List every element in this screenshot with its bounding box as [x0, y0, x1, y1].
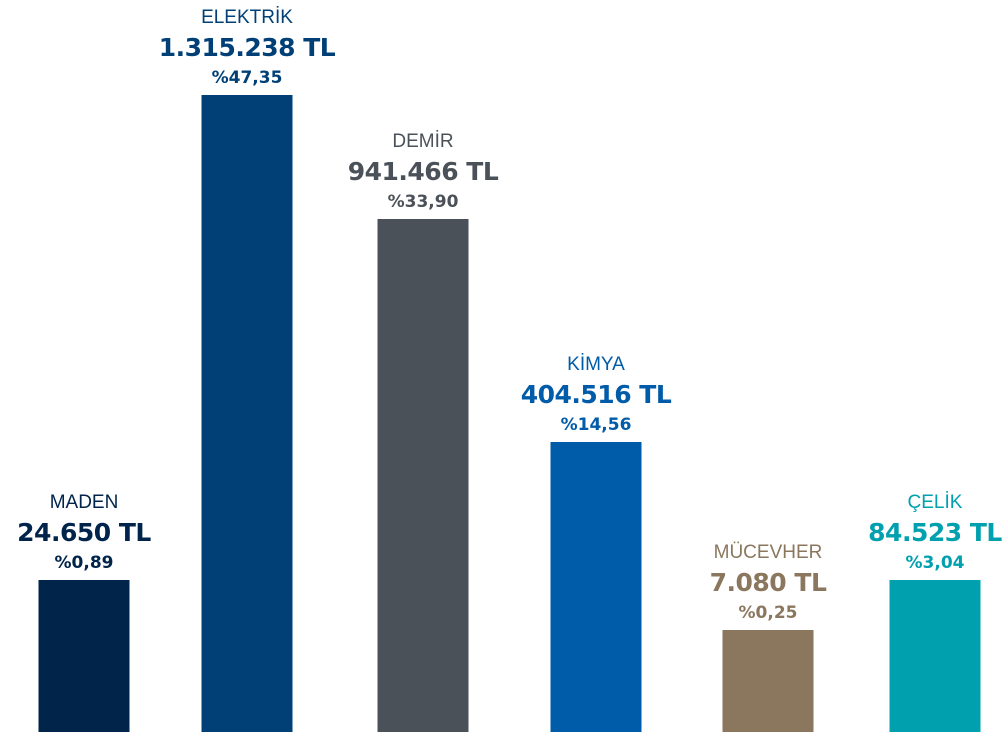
value-label: 1.315.238 TL [159, 33, 336, 62]
value-label: 7.080 TL [710, 568, 827, 597]
percent-label: %33,90 [388, 192, 459, 212]
percent-label: %0,89 [55, 553, 114, 573]
category-label: ELEKTRİK [201, 7, 293, 28]
category-label: MÜCEVHER [714, 542, 823, 563]
percent-label: %47,35 [212, 68, 283, 88]
bar-çeli̇k [889, 580, 981, 732]
bar-ki̇mya [550, 442, 642, 732]
category-label: DEMİR [392, 131, 453, 152]
category-label: ÇELİK [908, 492, 963, 513]
bar-demi̇r [377, 219, 469, 732]
value-label: 24.650 TL [17, 518, 151, 547]
bar-maden [38, 580, 130, 732]
bar-elektri̇k [201, 95, 293, 732]
percent-label: %3,04 [906, 553, 965, 573]
percent-label: %14,56 [561, 415, 632, 435]
value-label: 84.523 TL [868, 518, 1002, 547]
value-label: 404.516 TL [521, 380, 672, 409]
percent-label: %0,25 [739, 603, 798, 623]
bar-mücevher [722, 630, 814, 732]
category-label: KİMYA [567, 354, 625, 375]
value-label: 941.466 TL [348, 157, 499, 186]
category-label: MADEN [50, 492, 119, 513]
